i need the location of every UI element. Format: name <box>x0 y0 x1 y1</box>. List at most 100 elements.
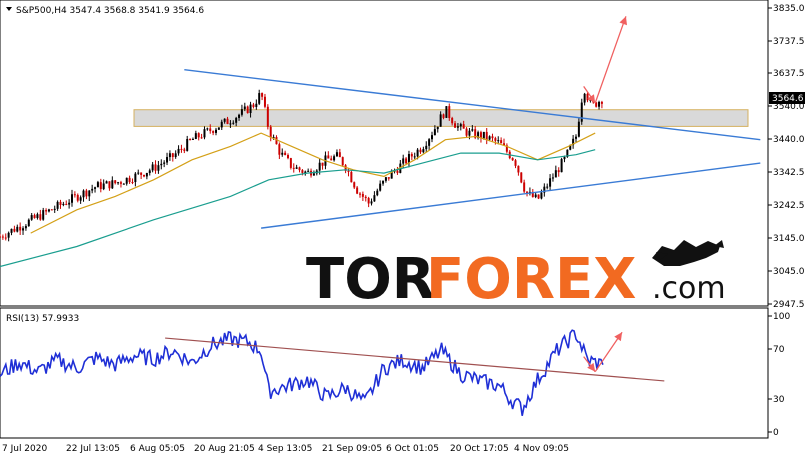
candle-body <box>577 121 580 137</box>
rsi-tick-label: 70 <box>773 345 785 355</box>
candle-body <box>557 170 560 173</box>
candle-body <box>540 192 543 199</box>
candle-body <box>7 232 10 238</box>
candle-body <box>125 177 128 184</box>
candle-body <box>281 152 284 155</box>
candle-body <box>102 183 105 190</box>
candle-body <box>356 187 359 194</box>
candle-body <box>497 140 500 142</box>
candle-body <box>212 131 215 133</box>
candle-body <box>143 174 145 177</box>
candle-body <box>526 191 529 194</box>
candle-body <box>531 191 534 197</box>
candle-body <box>520 172 523 183</box>
candle-body <box>194 133 197 139</box>
candle-body <box>405 158 408 164</box>
candle-body <box>367 198 370 204</box>
price-tick-label: 3737.5 <box>773 37 805 47</box>
candle-body <box>307 170 310 172</box>
trendlines-layer <box>184 69 761 229</box>
candle-body <box>462 124 465 129</box>
candle-body <box>171 153 174 158</box>
time-tick-label: 22 Jul 13:05 <box>66 444 120 454</box>
candle-body <box>42 210 45 220</box>
candle-body <box>137 172 140 174</box>
candle-body <box>382 180 385 184</box>
candle-body <box>217 127 220 130</box>
time-tick-label: 21 Sep 09:05 <box>322 444 382 454</box>
candle-body <box>30 215 33 220</box>
candle-body <box>549 178 552 187</box>
candle-body <box>36 214 39 218</box>
candle-body <box>390 170 393 179</box>
trendline <box>184 69 761 141</box>
candle-body <box>479 132 482 139</box>
candle-body <box>220 121 223 128</box>
candle-body <box>174 153 177 158</box>
candle-body <box>396 170 399 173</box>
candle-body <box>272 137 275 139</box>
candle-body <box>488 136 491 140</box>
candle-body <box>111 180 114 189</box>
time-tick-label: 4 Nov 09:05 <box>514 444 569 454</box>
candle-body <box>209 128 212 132</box>
candle-body <box>419 149 422 153</box>
candle-body <box>261 93 264 97</box>
candle-body <box>451 118 454 124</box>
candle-body <box>503 143 505 146</box>
candle-body <box>117 182 120 184</box>
rsi-tick-label: 100 <box>773 312 790 322</box>
candle-body <box>10 228 13 233</box>
candle-body <box>96 182 99 188</box>
candle-body <box>191 138 194 140</box>
time-tick-label: 7 Jul 2020 <box>2 444 47 454</box>
candle-body <box>407 154 410 164</box>
candle-body <box>431 135 433 140</box>
candle-body <box>252 104 255 107</box>
rsi-panel-frame <box>0 307 769 439</box>
candle-body <box>295 167 298 169</box>
candle-body <box>376 190 379 196</box>
candle-body <box>364 196 367 199</box>
candle-body <box>206 128 209 130</box>
candle-body <box>238 114 241 118</box>
candle-body <box>68 202 71 205</box>
candle-body <box>537 194 540 199</box>
candle-body <box>534 194 537 197</box>
candle-body <box>448 106 451 119</box>
candle-body <box>387 177 390 179</box>
candle-body <box>353 182 356 188</box>
candle-body <box>263 96 266 107</box>
candle-body <box>335 152 338 157</box>
candle-body <box>454 123 457 128</box>
candle-body <box>45 210 48 212</box>
rsi-line <box>0 329 604 416</box>
candle-body <box>459 124 462 127</box>
candle-body <box>223 118 226 122</box>
collapse-triangle-icon[interactable] <box>6 7 12 11</box>
candle-body <box>327 155 330 159</box>
candle-body <box>154 164 157 171</box>
candle-body <box>292 167 295 169</box>
candle-body <box>186 139 189 151</box>
candle-body <box>91 188 94 191</box>
candle-body <box>200 137 203 139</box>
candle-body <box>151 164 154 171</box>
forecast-arrow-line <box>594 16 627 104</box>
price-tick-label: 3835.0 <box>773 4 805 14</box>
forecast-arrows-layer <box>583 16 628 104</box>
candle-body <box>468 130 471 136</box>
candle-body <box>551 177 554 179</box>
candle-body <box>330 158 333 161</box>
candle-body <box>491 136 494 139</box>
candle-body <box>523 182 526 192</box>
moving-average-line <box>30 132 596 234</box>
candle-body <box>580 102 583 122</box>
candle-body <box>71 194 73 203</box>
candle-body <box>148 170 151 173</box>
candle-body <box>505 145 508 152</box>
moving-averages-layer <box>0 132 596 268</box>
candle-body <box>373 195 376 202</box>
candle-body <box>384 177 387 181</box>
